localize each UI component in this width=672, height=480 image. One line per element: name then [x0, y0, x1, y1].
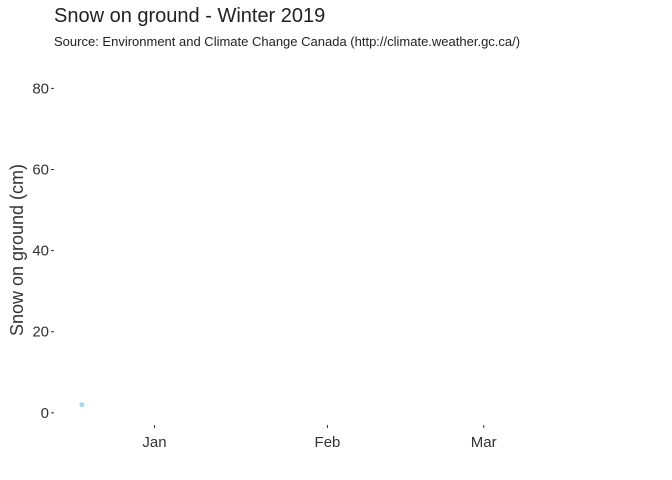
x-tick-label: Mar [471, 434, 497, 451]
data-points [79, 402, 85, 408]
y-axis: 0 20 40 60 80 [32, 80, 54, 422]
y-tick-label: 0 [41, 405, 49, 422]
chart-title: Snow on ground - Winter 2019 [54, 5, 326, 27]
x-tick-label: Feb [315, 434, 341, 451]
y-tick-label: 80 [32, 80, 49, 97]
chart-subtitle: Source: Environment and Climate Change C… [54, 34, 521, 49]
y-axis-title: Snow on ground (cm) [7, 164, 27, 336]
x-axis: Jan Feb Mar [142, 425, 497, 451]
data-point [79, 402, 85, 408]
y-tick-label: 20 [32, 324, 49, 341]
y-tick-label: 60 [32, 162, 49, 179]
x-tick-label: Jan [142, 434, 166, 451]
y-tick-label: 40 [32, 243, 49, 260]
